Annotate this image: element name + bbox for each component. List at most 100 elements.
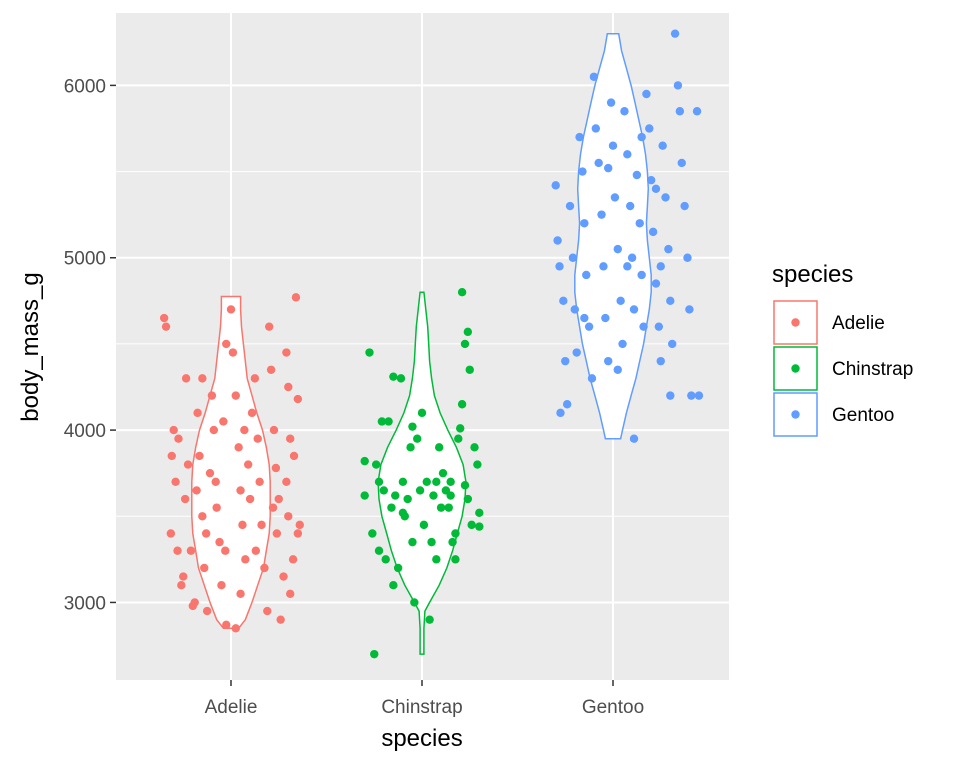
data-point: [274, 494, 283, 504]
data-point: [610, 193, 620, 202]
data-point: [269, 425, 279, 435]
data-point: [467, 520, 476, 530]
data-point: [475, 508, 484, 518]
data-point: [559, 296, 568, 306]
data-point: [551, 181, 560, 190]
data-point: [289, 451, 299, 461]
data-point: [575, 132, 584, 142]
data-point: [169, 425, 178, 435]
data-point: [623, 262, 632, 271]
y-axis: 3000 4000 5000 6000: [64, 76, 116, 614]
data-point: [368, 529, 377, 538]
data-point: [463, 494, 473, 504]
data-point: [556, 408, 565, 418]
data-point: [637, 270, 646, 280]
data-point: [186, 546, 196, 555]
data-point: [417, 408, 427, 418]
data-point: [618, 339, 627, 349]
data-point: [243, 460, 253, 469]
data-point: [415, 486, 425, 495]
data-point: [370, 649, 379, 659]
data-point: [597, 210, 606, 219]
data-point: [198, 512, 207, 521]
data-point: [379, 486, 388, 495]
data-point: [205, 468, 215, 478]
data-point: [648, 227, 658, 237]
data-point: [594, 158, 603, 168]
data-point: [456, 424, 465, 433]
y-tick-label: 5000: [64, 249, 106, 270]
x-tick-label: Chinstrap: [381, 697, 462, 718]
data-point: [673, 81, 683, 90]
data-point: [408, 537, 417, 547]
data-point: [694, 391, 704, 400]
legend-key-point: [791, 410, 800, 419]
data-point: [666, 391, 675, 400]
data-point: [658, 141, 667, 150]
data-point: [360, 456, 369, 466]
data-point: [656, 356, 665, 366]
data-point: [582, 270, 591, 280]
y-axis-title: body_mass_g: [17, 272, 44, 421]
data-point: [226, 305, 236, 314]
data-point: [228, 348, 238, 357]
data-point: [685, 305, 694, 314]
data-point: [200, 563, 209, 573]
data-point: [293, 394, 303, 404]
data-point: [475, 522, 484, 531]
data-point: [463, 327, 473, 337]
data-point: [616, 296, 625, 306]
data-point: [211, 477, 220, 486]
data-point: [635, 219, 644, 228]
legend-title: species: [772, 261, 853, 288]
legend-label: Gentoo: [832, 405, 894, 426]
data-point: [444, 503, 453, 512]
data-point: [295, 520, 304, 530]
data-point: [377, 417, 387, 426]
data-point: [171, 477, 180, 486]
data-point: [613, 244, 622, 254]
data-point: [179, 572, 188, 581]
data-point: [422, 477, 431, 486]
data-point: [668, 339, 677, 349]
data-point: [425, 615, 434, 624]
data-point: [217, 581, 226, 590]
legend: species Adelie Chinstrap Gentoo: [772, 261, 913, 437]
data-point: [238, 520, 247, 530]
data-point: [177, 581, 186, 590]
data-point: [645, 124, 654, 133]
data-point: [251, 546, 261, 555]
violin-adelie: [191, 295, 271, 630]
data-point: [207, 391, 217, 400]
data-point: [374, 546, 384, 555]
data-point: [268, 503, 278, 512]
data-point: [250, 374, 260, 383]
y-tick-label: 3000: [64, 593, 106, 614]
data-point: [675, 107, 685, 116]
data-point: [629, 305, 639, 314]
data-point: [677, 158, 686, 168]
data-point: [589, 72, 599, 81]
data-point: [587, 374, 597, 383]
data-point: [286, 589, 295, 599]
data-point: [192, 486, 201, 495]
data-point: [432, 555, 441, 564]
data-point: [601, 313, 610, 323]
data-point: [222, 620, 231, 630]
data-point: [642, 89, 651, 99]
x-tick-label: Adelie: [205, 697, 258, 718]
violin-gentoo: [574, 32, 652, 440]
data-point: [384, 417, 393, 426]
data-point: [629, 434, 639, 443]
data-point: [683, 253, 692, 262]
data-point: [608, 141, 618, 150]
data-point: [257, 520, 266, 530]
data-point: [460, 481, 470, 490]
data-point: [253, 434, 262, 443]
data-point: [434, 443, 444, 452]
data-point: [457, 288, 467, 297]
data-point: [159, 313, 169, 323]
data-point: [470, 443, 479, 452]
data-point: [198, 374, 207, 383]
data-point: [670, 29, 680, 38]
